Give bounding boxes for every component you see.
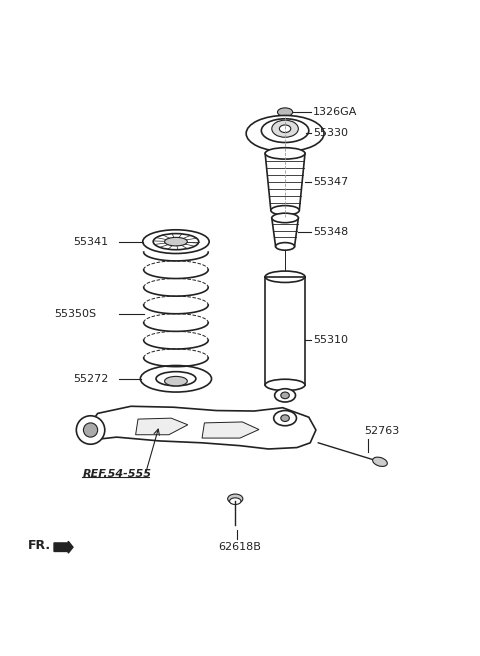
Ellipse shape <box>140 365 212 392</box>
Text: 52763: 52763 <box>364 426 399 436</box>
Ellipse shape <box>165 237 187 246</box>
Ellipse shape <box>265 148 305 159</box>
Ellipse shape <box>274 411 297 426</box>
Ellipse shape <box>229 498 241 504</box>
Ellipse shape <box>372 457 387 466</box>
Text: 55350S: 55350S <box>54 309 96 319</box>
Text: FR.: FR. <box>27 539 50 552</box>
Text: 62618B: 62618B <box>218 543 261 552</box>
Text: REF.54-555: REF.54-555 <box>83 469 152 479</box>
Ellipse shape <box>275 389 296 402</box>
Ellipse shape <box>153 234 199 250</box>
Ellipse shape <box>265 271 305 283</box>
Ellipse shape <box>228 494 243 504</box>
Ellipse shape <box>246 115 324 152</box>
Ellipse shape <box>261 119 309 142</box>
Ellipse shape <box>165 377 187 386</box>
Text: 55347: 55347 <box>313 177 348 187</box>
Text: 55348: 55348 <box>313 227 348 237</box>
Text: 55341: 55341 <box>73 237 108 247</box>
Text: 55272: 55272 <box>73 374 108 384</box>
Ellipse shape <box>76 416 105 444</box>
Ellipse shape <box>277 108 293 116</box>
Ellipse shape <box>272 213 299 222</box>
Polygon shape <box>136 418 188 435</box>
Ellipse shape <box>143 230 209 253</box>
FancyArrow shape <box>54 541 73 553</box>
Ellipse shape <box>156 372 196 386</box>
Ellipse shape <box>271 205 300 215</box>
Text: 55310: 55310 <box>313 335 348 345</box>
Ellipse shape <box>279 125 291 133</box>
Text: 55330: 55330 <box>313 129 348 138</box>
Polygon shape <box>86 406 316 449</box>
Ellipse shape <box>265 379 305 390</box>
Ellipse shape <box>281 415 289 421</box>
Ellipse shape <box>281 392 289 399</box>
Ellipse shape <box>276 243 295 250</box>
Ellipse shape <box>272 120 299 137</box>
Text: 1326GA: 1326GA <box>313 107 358 117</box>
Polygon shape <box>202 422 259 438</box>
Ellipse shape <box>84 423 97 437</box>
